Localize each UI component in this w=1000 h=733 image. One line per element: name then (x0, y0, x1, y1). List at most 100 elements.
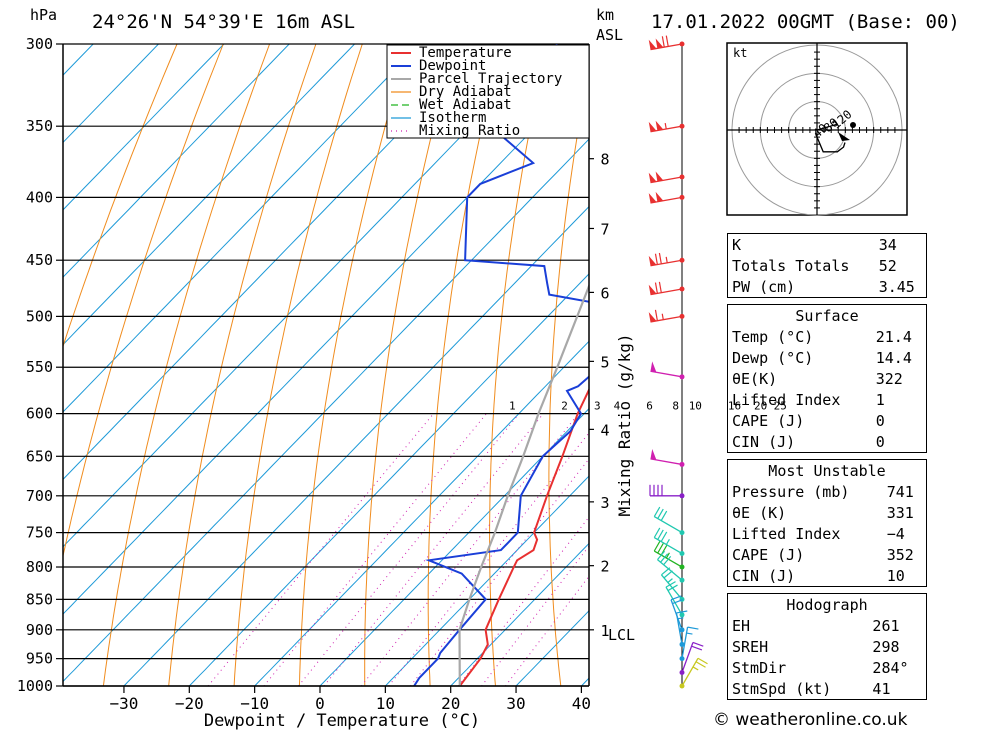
index-label: CIN (J) (732, 566, 796, 585)
index-label: K (732, 235, 742, 254)
temp-tick-label: −30 (109, 694, 138, 713)
temp-tick-label: −10 (240, 694, 269, 713)
pressure-tick-label: 600 (26, 405, 53, 423)
section-title: Hodograph (786, 595, 868, 614)
surface-index-row: θE(K) 322 (728, 368, 927, 389)
index-value: 14.4 (875, 348, 912, 367)
legend-label: Parcel Trajectory (419, 71, 562, 87)
index-label: StmSpd (kt) (732, 679, 832, 698)
index-label: Lifted Index (732, 390, 841, 409)
credit-text: © weatheronline.co.uk (713, 710, 908, 730)
hodograph-index-row: StmSpd (kt) 41 (728, 678, 927, 700)
most-unstable-row: CAPE (J) 352 (728, 544, 927, 565)
height-tick-label: 1 (600, 622, 609, 640)
general-index-row: PW (cm) 3.45 (728, 276, 927, 298)
index-label: Dewp (°C) (732, 348, 814, 367)
index-label: EH (732, 616, 751, 635)
pressure-tick-label: 550 (26, 358, 53, 376)
wind-barb (650, 361, 685, 380)
wind-barbs (648, 35, 708, 689)
index-value: 298 (872, 637, 900, 656)
mixing-ratio-axis-title: Mixing Ratio (g/kg) (615, 333, 634, 516)
height-tick-label: 4 (600, 421, 609, 439)
pressure-unit-label: hPa (30, 6, 57, 24)
wind-barb (679, 657, 708, 689)
index-value: 741 (886, 482, 914, 501)
mixing-ratio-label: 4 (614, 400, 621, 413)
index-value: 0 (875, 411, 885, 430)
wind-barb (653, 527, 685, 557)
wind-barb (679, 626, 699, 662)
mixing-ratio-label: 6 (646, 400, 653, 413)
legend-label: Mixing Ratio (419, 123, 520, 139)
wind-barb (675, 610, 688, 647)
section-title: Most Unstable (768, 461, 886, 480)
height-tick-label: 5 (600, 353, 609, 371)
surface-indices-table: Surface Temp (°C) 21.4 Dewp (°C) 14.4 θE(K) 32… (727, 304, 927, 453)
index-value: −4 (886, 524, 905, 543)
plot-frame (62, 44, 590, 687)
wind-barb (648, 281, 685, 296)
wind-barb (648, 120, 685, 133)
surface-index-row: Dewp (°C) 14.4 (728, 347, 927, 368)
storm-motion-arrow (816, 123, 839, 131)
section-title: Surface (795, 306, 859, 325)
arrow-head-icon (838, 132, 850, 141)
index-value: 34 (878, 235, 897, 254)
most-unstable-row: Pressure (mb) 741 (728, 481, 927, 502)
pressure-tick-label: 450 (26, 251, 53, 269)
pressure-tick-label: 800 (26, 558, 53, 576)
height-tick-label: 2 (600, 558, 609, 576)
most-unstable-row: θE (K) 331 (728, 502, 927, 523)
dry-adiabat-line (63, 44, 178, 348)
index-value: 284° (872, 658, 909, 677)
index-label: Lifted Index (732, 524, 841, 543)
index-label: StmDir (732, 658, 787, 677)
mixing-ratio-label: 1 (509, 400, 516, 413)
mixing-ratio-labels: 1 2 3 4 6 8 10 16 20 25 (509, 400, 787, 413)
hodograph-trace (814, 132, 846, 153)
index-label: CIN (J) (732, 432, 796, 451)
pressure-tick-label: 400 (26, 188, 53, 206)
pressure-tick-label: 950 (26, 650, 53, 668)
index-value: 261 (872, 616, 900, 635)
wind-barb (653, 506, 685, 536)
storm-motion-marker (850, 122, 856, 128)
pressure-tick-label: 750 (26, 524, 53, 542)
x-axis-title: Dewpoint / Temperature (°C) (204, 711, 480, 731)
wind-barb (648, 252, 685, 267)
legend-label: Dry Adiabat (419, 84, 512, 100)
pressure-tick-label: 700 (26, 487, 53, 505)
general-index-row: Totals Totals 52 (728, 255, 927, 276)
height-unit-label-2: ASL (596, 26, 623, 44)
hodograph-index-row: StmDir 284° (728, 657, 927, 678)
index-value: 10 (886, 566, 905, 585)
wind-barb (665, 581, 685, 618)
legend-label: Dewpoint (419, 58, 486, 74)
isotherm-line (63, 44, 355, 346)
wind-barb (648, 191, 685, 204)
index-label: θE (K) (732, 503, 787, 522)
lcl-label: LCL (608, 626, 635, 644)
header: hPa 24°26'N 54°39'E 16m ASL km ASL 17.01.202… (30, 6, 960, 44)
height-tick-label: 7 (600, 220, 609, 238)
isotherm-line (63, 44, 290, 278)
surface-index-row: CIN (J) 0 (728, 431, 927, 453)
index-label: CAPE (J) (732, 545, 805, 564)
hodograph-unit-label: kt (733, 46, 747, 60)
axes-labels: 3003504004505005506006507007508008509009… (17, 35, 634, 731)
hodograph-index-row: EH 261 (728, 615, 927, 636)
pressure-tick-label: 900 (26, 621, 53, 639)
surface-index-row: CAPE (J) 0 (728, 410, 927, 431)
pressure-tick-label: 1000 (17, 677, 53, 695)
mixing-ratio-label: 3 (594, 400, 601, 413)
pressure-tick-label: 650 (26, 447, 53, 465)
temp-tick-label: 20 (441, 694, 460, 713)
index-value: 21.4 (875, 327, 912, 346)
mixing-ratio-label: 8 (672, 400, 679, 413)
index-label: θE(K) (732, 369, 778, 388)
general-index-row: K 34 (728, 234, 927, 256)
index-value: 41 (872, 679, 891, 698)
surface-index-row: Temp (°C) 21.4 (728, 326, 927, 347)
